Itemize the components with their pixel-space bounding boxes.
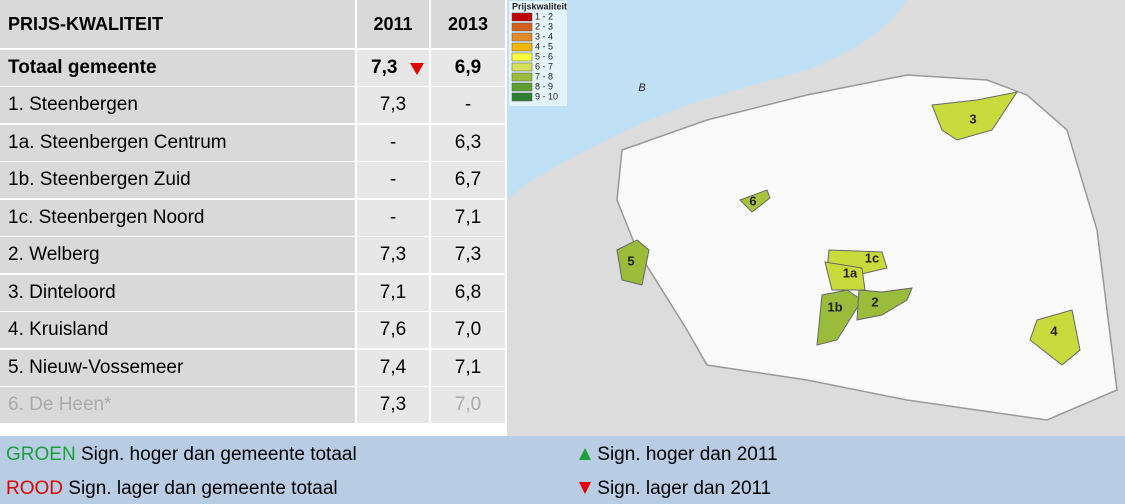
legend-title: Prijskwaliteit <box>512 1 567 11</box>
table-cell: - <box>431 87 505 123</box>
table-cell: 6. De Heen* <box>0 387 355 423</box>
table-cell: 7,0 <box>431 312 505 348</box>
table-row: 1c. Steenbergen Noord -7,1 <box>0 199 505 236</box>
legend-swatch <box>511 22 533 32</box>
header-cell: PRIJS-KWALITEIT <box>0 0 355 48</box>
legend-swatch <box>511 92 533 102</box>
down-triangle <box>579 482 591 494</box>
legend-swatch <box>511 72 533 82</box>
header-cell: 2011 <box>357 0 429 48</box>
legend-label: 3 - 4 <box>535 31 553 41</box>
legend-label: 4 - 5 <box>535 41 553 51</box>
table-row: 4. Kruisland 7,6 7,0 <box>0 312 505 348</box>
table-cell: 4. Kruisland <box>0 312 355 348</box>
area-4 <box>1029 309 1081 366</box>
area-3 <box>931 91 1019 141</box>
table-cell: 7,3 <box>357 237 429 273</box>
footer-text: Sign. lager dan gemeente totaal <box>68 478 338 499</box>
table-cell: 7,1 <box>431 199 505 236</box>
legend-label: 6 - 7 <box>535 61 553 71</box>
table-row: 1a. Steenbergen Centrum -6,3 <box>0 124 505 161</box>
table-cell: Totaal gemeente <box>0 49 355 86</box>
table-cell: 1c. Steenbergen Noord <box>0 199 355 236</box>
legend-swatch <box>511 82 533 92</box>
table-cell: 3. Dinteloord <box>0 274 355 311</box>
table-row: Totaal gemeente 7,3 6,9 <box>0 49 505 86</box>
table-cell: - <box>357 124 429 161</box>
legend-swatch <box>511 52 533 62</box>
table: PRIJS-KWALITEIT 2011 2013 Totaal gemeente 7,… <box>0 0 505 425</box>
green-word: GROEN <box>6 444 76 465</box>
table-cell: 1. Steenbergen <box>0 87 355 123</box>
header-row: PRIJS-KWALITEIT 2011 2013 <box>0 0 505 48</box>
map-label: 1a <box>843 265 858 280</box>
municipality <box>616 74 1118 421</box>
map-label: 2 <box>871 294 878 309</box>
legend-label: 8 - 9 <box>535 81 553 91</box>
area-1b <box>816 289 863 346</box>
legend-swatch <box>511 32 533 42</box>
table-cell: 7,3 <box>357 387 429 423</box>
legend-label: 1 - 2 <box>535 11 553 21</box>
table-row: 5. Nieuw-Vossemeer 7,4 7,1 <box>0 349 505 386</box>
table-row: 3. Dinteloord 7,1 6,8 <box>0 274 505 311</box>
table-cell: 7,4 <box>357 349 429 386</box>
table-cell: 7,0 <box>431 387 505 423</box>
up-triangle <box>579 448 591 460</box>
table-cell: - <box>357 199 429 236</box>
table-cell: 7,3 <box>357 87 429 123</box>
map-label: B <box>638 82 645 94</box>
table-cell: 6,7 <box>431 162 505 198</box>
table-cell: 7,3 <box>357 49 429 86</box>
map-label: 3 <box>969 111 976 126</box>
table-row: 1. Steenbergen 7,3- <box>0 87 505 123</box>
footer-line: Sign. hoger dan 2011 <box>578 444 778 466</box>
legend-swatch <box>511 62 533 72</box>
table-cell: 7,1 <box>431 349 505 386</box>
table-cell: 7,6 <box>357 312 429 348</box>
map-label: 6 <box>749 193 756 208</box>
footer-line: Sign. lager dan 2011 <box>578 478 771 500</box>
table-cell: - <box>357 162 429 198</box>
footer-text: Sign. hoger dan 2011 <box>597 444 778 465</box>
legend-label: 5 - 6 <box>535 51 553 61</box>
footer-text: Sign. hoger dan gemeente totaal <box>80 444 357 465</box>
area-6 <box>739 189 771 213</box>
area-1a <box>824 261 866 291</box>
table-row: 2. Welberg 7,3 7,3 <box>0 237 505 273</box>
footer-line: ROOD Sign. lager dan gemeente totaal <box>6 478 338 500</box>
water <box>507 0 907 200</box>
legend-label: 7 - 8 <box>535 71 553 81</box>
area-2 <box>856 287 913 321</box>
legend-label: 9 - 10 <box>535 91 558 101</box>
table-cell: 6,3 <box>431 124 505 161</box>
table-row: 6. De Heen* 7,3 7,0 <box>0 387 505 423</box>
table-cell: 6,8 <box>431 274 505 311</box>
legend-swatch <box>511 12 533 22</box>
map: 3 6 5 1c 1a 1b 2 4 B Prijskwaliteit 1 - … <box>507 0 1125 436</box>
table-cell: 6,9 <box>431 49 505 86</box>
table-cell: 1a. Steenbergen Centrum <box>0 124 355 161</box>
table-cell: 7,3 <box>431 237 505 273</box>
map-label: 1b <box>827 299 842 314</box>
table-cell: 2. Welberg <box>0 237 355 273</box>
legend-label: 2 - 3 <box>535 21 553 31</box>
footer-line: GROEN Sign. hoger dan gemeente totaal <box>6 444 357 466</box>
map-label: 5 <box>627 253 634 268</box>
legend-swatch <box>511 42 533 52</box>
map-label: 4 <box>1050 323 1058 338</box>
map-label: 1c <box>865 250 879 265</box>
table-cell: 5. Nieuw-Vossemeer <box>0 349 355 386</box>
table-cell: 7,1 <box>357 274 429 311</box>
footer-text: Sign. lager dan 2011 <box>597 478 772 499</box>
header-cell: 2013 <box>431 0 505 48</box>
red-word: ROOD <box>6 478 63 499</box>
footer: GROEN Sign. hoger dan gemeente totaal RO… <box>0 436 1125 504</box>
table-row: 1b. Steenbergen Zuid -6,7 <box>0 162 505 198</box>
down-triangle <box>410 62 424 75</box>
legend: Prijskwaliteit 1 - 22 - 33 - 44 - 55 - 6… <box>509 1 567 106</box>
area-5 <box>616 239 650 286</box>
table-cell: 1b. Steenbergen Zuid <box>0 162 355 198</box>
